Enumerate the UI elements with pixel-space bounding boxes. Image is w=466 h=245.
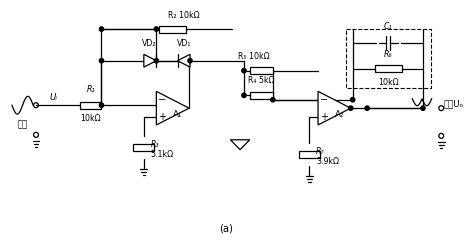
Circle shape [271, 98, 275, 102]
Circle shape [350, 98, 355, 102]
Text: +: + [158, 111, 166, 122]
Text: R₃: R₃ [151, 140, 159, 149]
Text: VD₁: VD₁ [177, 39, 192, 48]
Text: R₁: R₁ [87, 85, 95, 94]
Circle shape [242, 68, 246, 73]
Bar [346, 29, 431, 88]
Text: −: − [158, 95, 166, 105]
Text: R₆: R₆ [384, 50, 393, 59]
Text: C₁: C₁ [384, 22, 393, 31]
Text: +: + [320, 111, 328, 122]
Bar [133, 144, 154, 151]
Text: VD₂: VD₂ [142, 39, 157, 48]
Circle shape [421, 106, 425, 110]
Bar [375, 65, 402, 72]
Text: 输出Uₒ: 输出Uₒ [443, 100, 463, 109]
Circle shape [99, 27, 103, 31]
Circle shape [242, 93, 246, 98]
Bar [159, 26, 186, 33]
Text: 10kΩ: 10kΩ [81, 114, 101, 123]
Bar [250, 67, 273, 74]
Circle shape [365, 106, 369, 110]
Circle shape [154, 59, 158, 63]
Text: R₄ 5kΩ: R₄ 5kΩ [248, 76, 274, 86]
Text: −: − [320, 95, 328, 105]
Polygon shape [318, 91, 351, 125]
Circle shape [99, 59, 103, 63]
Circle shape [154, 27, 158, 31]
Text: R₂ 10kΩ: R₂ 10kΩ [168, 11, 200, 20]
Bar [80, 102, 102, 109]
Polygon shape [178, 54, 190, 67]
Text: A₁: A₁ [173, 110, 182, 119]
Text: (a): (a) [219, 224, 233, 234]
Polygon shape [144, 54, 157, 67]
Text: R₅ 10kΩ: R₅ 10kΩ [238, 52, 269, 61]
Text: Uᵢ: Uᵢ [49, 93, 57, 102]
Text: 10kΩ: 10kΩ [378, 77, 398, 86]
Text: R₇: R₇ [316, 147, 325, 156]
Text: 输入: 输入 [17, 120, 27, 129]
Bar [299, 151, 320, 158]
Circle shape [99, 103, 103, 107]
Text: 3.9kΩ: 3.9kΩ [316, 157, 339, 166]
Text: A₂: A₂ [335, 110, 344, 119]
Circle shape [349, 106, 353, 110]
Polygon shape [157, 91, 189, 125]
Circle shape [188, 59, 192, 63]
Bar [250, 92, 273, 99]
Text: 5.1kΩ: 5.1kΩ [151, 150, 174, 159]
